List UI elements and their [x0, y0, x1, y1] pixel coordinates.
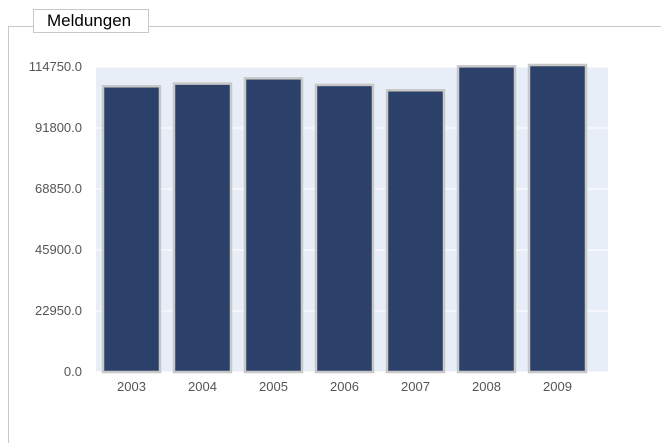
y-tick-label: 22950.0 [35, 303, 82, 318]
x-tick-label: 2007 [401, 379, 430, 394]
x-axis-ticks: 2003 2004 2005 2006 2007 2008 2009 [117, 379, 572, 394]
chart-frame-left [8, 26, 9, 443]
y-tick-label: 114750.0 [29, 59, 82, 74]
bar-2005 [243, 77, 304, 374]
bar-2006 [314, 83, 375, 374]
y-tick-label: 0.0 [64, 364, 82, 379]
bar-2004 [172, 82, 233, 374]
chart-frame-top [8, 26, 661, 27]
bar-2003 [101, 85, 162, 374]
y-axis-ticks: 0.0 22950.0 45900.0 68850.0 91800.0 114750.0 [29, 59, 82, 379]
bar-2008 [456, 65, 517, 374]
bars [101, 63, 588, 374]
x-tick-label: 2004 [188, 379, 217, 394]
x-tick-label: 2003 [117, 379, 146, 394]
x-tick-label: 2005 [259, 379, 288, 394]
x-tick-label: 2006 [330, 379, 359, 394]
bar-2007 [385, 89, 446, 374]
y-tick-label: 45900.0 [35, 242, 82, 257]
y-tick-label: 91800.0 [35, 120, 82, 135]
y-tick-label: 68850.0 [35, 181, 82, 196]
x-tick-label: 2008 [472, 379, 501, 394]
x-tick-label: 2009 [543, 379, 572, 394]
legend-box [33, 9, 149, 33]
bar-2009 [527, 63, 588, 374]
legend-label: Meldungen [47, 11, 132, 30]
